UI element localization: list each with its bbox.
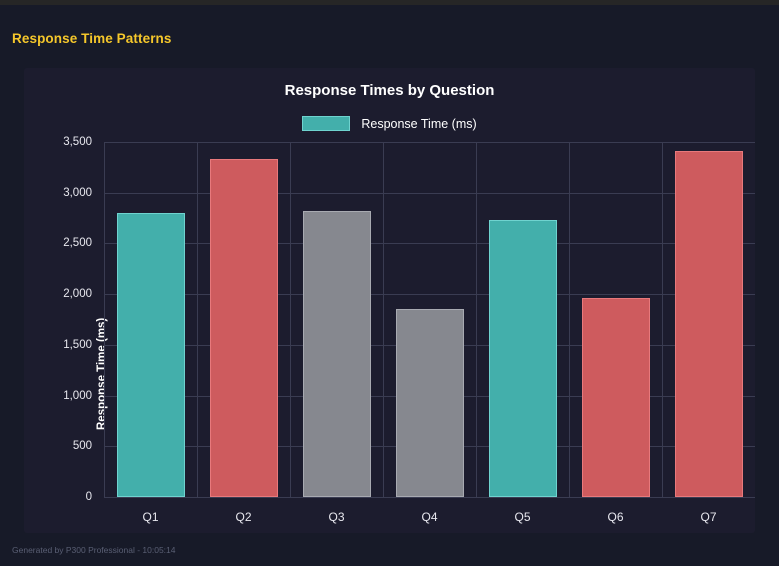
x-tick-label-q1: Q1 [142, 510, 159, 524]
y-tick-label: 3,000 [63, 186, 92, 199]
legend-swatch-response-time [302, 116, 351, 131]
chart-title: Response Times by Question [284, 82, 495, 99]
bar-q3[interactable] [302, 210, 371, 497]
x-tick-label-q6: Q6 [607, 510, 624, 524]
plot-area: Response Time (ms) 0 500 1,000 1,500 2,000 2,… [63, 136, 755, 524]
gridline-x-0 [104, 142, 105, 497]
x-tick-label-q5: Q5 [514, 510, 531, 524]
gridline-y-0 [104, 497, 755, 498]
y-tick-label: 2,500 [63, 237, 92, 250]
gridline-x-3 [383, 142, 384, 497]
page-title: Response Time Patterns [12, 31, 172, 46]
gridline-x-1 [197, 142, 198, 497]
gridline-y-2500 [104, 243, 755, 245]
gridline-x-5 [569, 142, 570, 497]
y-tick-label: 1,500 [63, 338, 92, 351]
legend-label-response-time: Response Time (ms) [361, 116, 477, 131]
x-tick-label-q7: Q7 [700, 510, 717, 524]
x-tick-label-q2: Q2 [235, 510, 252, 524]
bar-q6[interactable] [581, 298, 650, 497]
chart-legend[interactable]: Response Time (ms) [24, 116, 755, 131]
y-tick-label: 3,500 [63, 136, 92, 148]
y-tick-label: 0 [85, 491, 92, 503]
gridline-y-3500 [104, 142, 755, 143]
bar-q1[interactable] [116, 213, 185, 497]
window-top-strip [0, 0, 779, 5]
x-tick-label-q3: Q3 [328, 510, 345, 524]
gridline-y-2000 [104, 294, 755, 296]
y-tick-label: 500 [72, 440, 92, 453]
chart-card: Response Times by Question Response Time… [24, 68, 755, 533]
y-tick-label: 1,000 [63, 389, 92, 402]
y-tick-label: 2,000 [63, 288, 92, 301]
bar-q5[interactable] [488, 220, 557, 497]
gridline-x-6 [662, 142, 663, 497]
gridline-x-4 [476, 142, 477, 497]
bar-q7[interactable] [674, 151, 743, 497]
bar-q2[interactable] [209, 159, 278, 497]
bars-layer [104, 142, 755, 497]
bar-q4[interactable] [395, 308, 464, 497]
gridline-x-2 [290, 142, 291, 497]
gridline-y-3000 [104, 192, 755, 194]
footer-status-text: Generated by P300 Professional - 10:05:1… [12, 545, 176, 555]
x-tick-label-q4: Q4 [421, 510, 438, 524]
